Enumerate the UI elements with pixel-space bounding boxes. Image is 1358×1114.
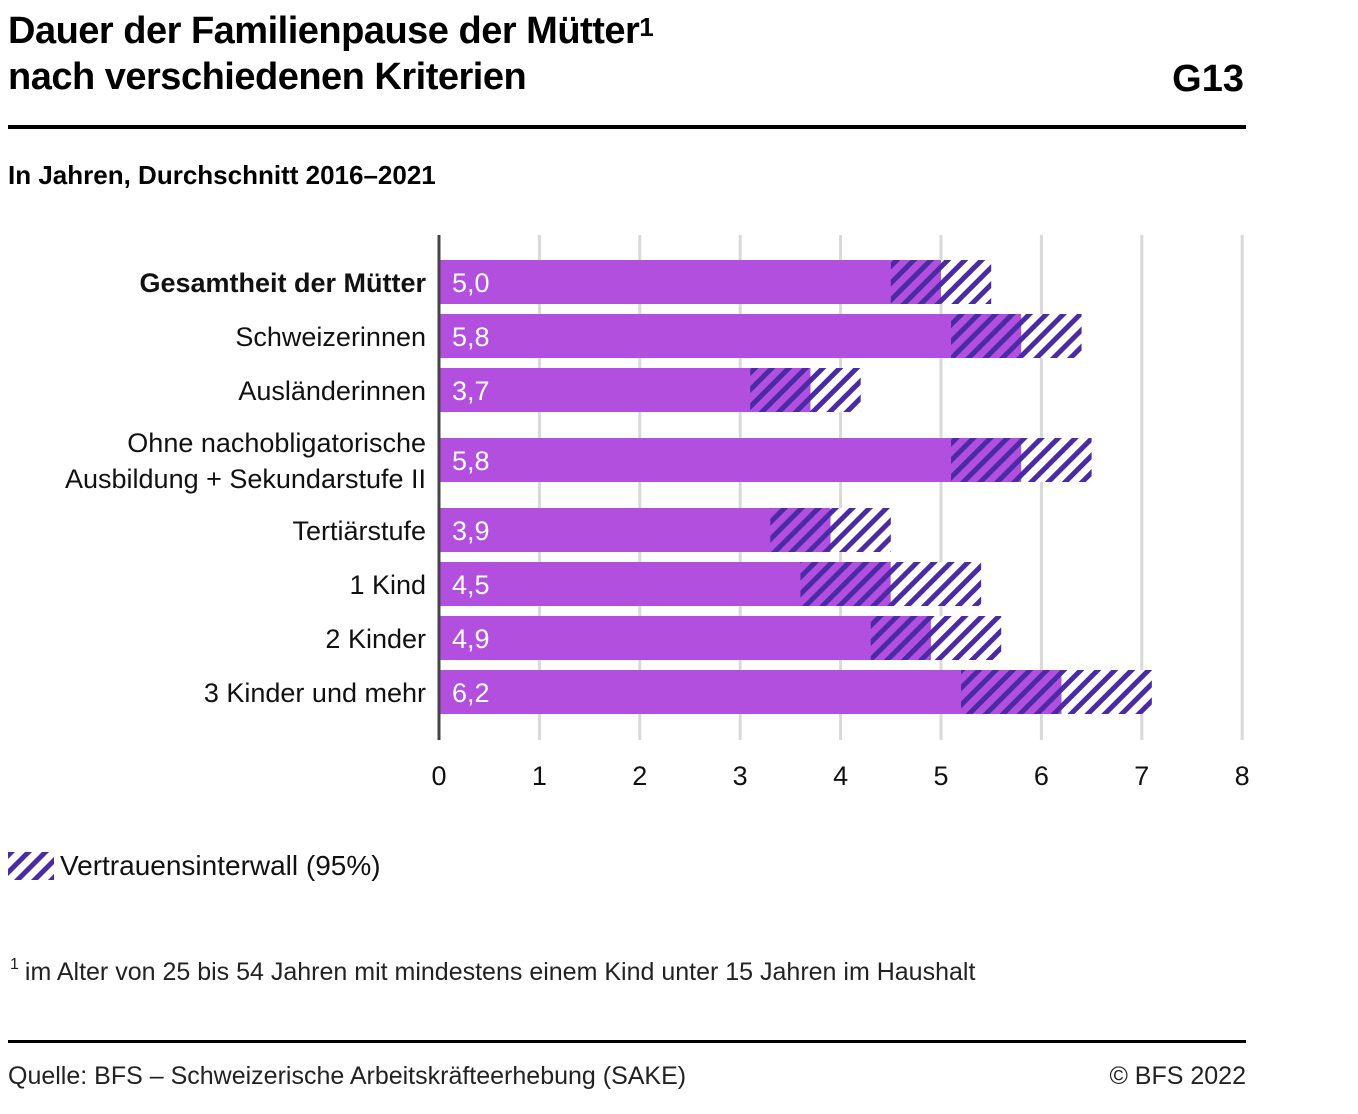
category-label: Tertiärstufe — [292, 516, 426, 546]
bar-value-label: 3,9 — [452, 516, 490, 546]
bar-value-label: 5,8 — [452, 446, 490, 476]
bar — [439, 260, 941, 304]
footnote: 1 im Alter von 25 bis 54 Jahren mit minde… — [10, 956, 976, 987]
x-tick-label: 0 — [431, 761, 446, 791]
confidence-interval — [870, 616, 1002, 660]
confidence-interval — [770, 508, 891, 552]
bar-group: 5,8 — [439, 438, 1092, 482]
category-label-line: Ausbildung + Sekundarstufe II — [65, 464, 426, 494]
title-line-2: nach verschiedenen Kriterien — [8, 56, 527, 98]
category-label-line: Ohne nachobligatorische — [127, 428, 426, 458]
bar-value-label: 4,5 — [452, 570, 490, 600]
bar-group: 5,0 — [439, 260, 992, 304]
bar — [439, 616, 931, 660]
category-labels: Gesamtheit der Mütter Schweizerinnen Auslä… — [65, 268, 426, 708]
bar — [439, 314, 1022, 358]
bar-value-label: 3,7 — [452, 376, 490, 406]
x-tick-label: 8 — [1235, 761, 1250, 791]
bar-group: 4,9 — [439, 616, 1002, 660]
category-label: 1 Kind — [349, 570, 426, 600]
footnote-text: im Alter von 25 bis 54 Jahren mit mindes… — [24, 958, 976, 986]
x-tick-label: 5 — [933, 761, 948, 791]
x-tick-label: 2 — [632, 761, 647, 791]
confidence-interval — [961, 670, 1152, 714]
hatch-swatch-icon — [8, 852, 54, 880]
category-label: Ohne nachobligatorische Ausbildung + Seku… — [65, 428, 426, 494]
chart-id: G13 — [1172, 58, 1244, 100]
source-note: Quelle: BFS – Schweizerische Arbeitskräf… — [8, 1062, 687, 1090]
x-tick-label: 3 — [733, 761, 748, 791]
gridlines — [537, 235, 1244, 740]
bar-group: 3,9 — [439, 508, 891, 552]
category-label-line: Schweizerinnen — [235, 322, 426, 352]
bar-chart: 5,0 5,8 3,7 5,8 3,9 4,5 4,9 6,2 Gesamtheit der … — [65, 235, 1250, 791]
bar-value-label: 6,2 — [452, 678, 490, 708]
bottom-rule — [8, 1040, 1246, 1043]
confidence-interval — [951, 438, 1092, 482]
bar — [439, 508, 831, 552]
x-axis: 0 1 2 3 4 5 6 7 8 — [431, 235, 1250, 791]
legend: Vertrauensinterwall (95%) — [8, 850, 381, 882]
bar-group: 6,2 — [439, 670, 1152, 714]
category-label-line: Ausländerinnen — [238, 376, 426, 406]
bars: 5,0 5,8 3,7 5,8 3,9 4,5 4,9 6,2 — [439, 260, 1152, 714]
bar-value-label: 4,9 — [452, 624, 490, 654]
bar-group: 4,5 — [439, 562, 982, 606]
category-label: Schweizerinnen — [235, 322, 426, 352]
bar — [439, 368, 811, 412]
confidence-interval — [750, 368, 861, 412]
confidence-interval — [800, 562, 982, 606]
bar-value-label: 5,0 — [452, 268, 490, 298]
category-label-line: 3 Kinder und mehr — [204, 678, 426, 708]
copyright: © BFS 2022 — [1109, 1062, 1246, 1090]
x-tick-label: 4 — [833, 761, 848, 791]
x-tick-label: 7 — [1134, 761, 1149, 791]
bar-value-label: 5,8 — [452, 322, 490, 352]
confidence-interval — [890, 260, 992, 304]
bar-group: 3,7 — [439, 368, 861, 412]
category-label: Ausländerinnen — [238, 376, 426, 406]
bar — [439, 438, 1022, 482]
category-label: Gesamtheit der Mütter — [139, 268, 426, 298]
chart-title: Dauer der Familienpause der Mütter1 nach… — [8, 8, 654, 100]
category-label-line: Gesamtheit der Mütter — [139, 268, 426, 298]
category-label-line: 1 Kind — [349, 570, 426, 600]
confidence-interval — [951, 314, 1082, 358]
title-line-1: Dauer der Familienpause der Mütter — [8, 10, 640, 52]
x-tick-label: 1 — [532, 761, 547, 791]
category-label: 3 Kinder und mehr — [204, 678, 426, 708]
chart-subtitle: In Jahren, Durchschnitt 2016–2021 — [8, 160, 436, 190]
footnote-mark: 1 — [10, 956, 19, 973]
legend-ci-label: Vertrauensinterwall (95%) — [60, 850, 381, 881]
bar-group: 5,8 — [439, 314, 1082, 358]
category-label: 2 Kinder — [325, 624, 426, 654]
top-rule — [8, 125, 1246, 129]
category-label-line: 2 Kinder — [325, 624, 426, 654]
title-footnote-mark: 1 — [639, 12, 654, 42]
bar — [439, 670, 1062, 714]
x-tick-label: 6 — [1034, 761, 1049, 791]
category-label-line: Tertiärstufe — [292, 516, 426, 546]
